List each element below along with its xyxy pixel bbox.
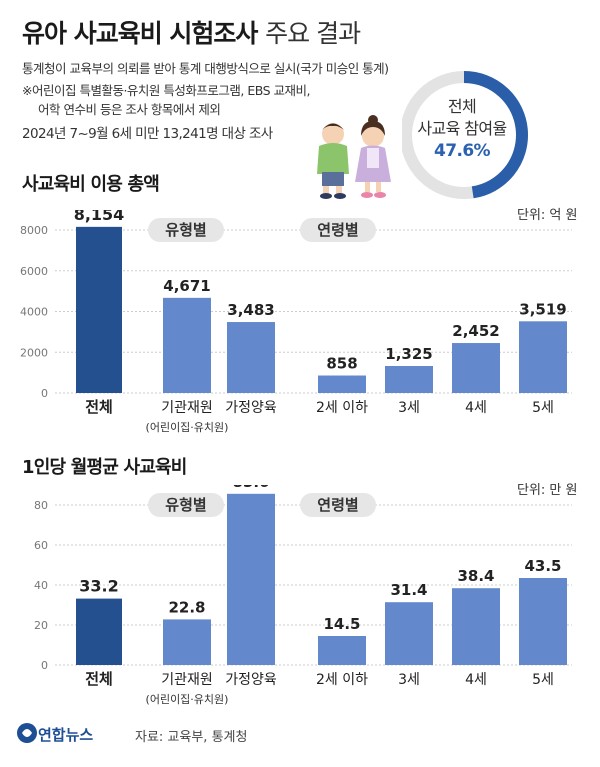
value-label: 2,452	[452, 322, 499, 340]
category-label: 전체	[85, 398, 113, 416]
group-label-pill	[300, 218, 376, 242]
children-illustration	[317, 115, 391, 199]
category-label: 4세	[465, 672, 487, 688]
value-label: 38.4	[457, 567, 494, 585]
note-line-2: ※어린이집 특별활동·유치원 특성화프로그램, EBS 교재비,	[22, 83, 310, 98]
group-label: 연령별	[317, 221, 358, 239]
category-label: 5세	[532, 672, 554, 688]
group-label: 연령별	[317, 496, 358, 514]
chart-total-spending: 0 2000 4000 6000 8000 유형별 연령별 8,154 전체 4,671 기관재원 (…	[20, 210, 572, 434]
donut-value-arc	[463, 71, 528, 199]
y-tick-label: 80	[34, 499, 48, 512]
girl-hair	[361, 121, 385, 136]
value-label: 1,325	[385, 345, 432, 363]
value-label: 43.5	[524, 557, 561, 575]
girl-head	[362, 125, 384, 147]
y-tick-label: 4000	[20, 306, 48, 319]
bar	[519, 578, 567, 665]
y-tick-label: 2000	[20, 346, 48, 359]
chart-monthly-per-capita: 0 20 40 60 80 유형별 연령별 33.2 전체 22.8 기관재원 (어린이집·유치원) 8…	[34, 485, 572, 706]
category-label: 2세 이하	[316, 400, 368, 416]
note-line-1: 통계청이 교육부의 의뢰를 받아 통계 대행방식으로 실시(국가 미승인 통계)	[22, 61, 389, 76]
bar	[76, 598, 122, 665]
value-label: 14.5	[323, 615, 360, 633]
note-line-3: 어학 연수비 등은 조사 항목에서 제외	[38, 102, 221, 117]
bar	[519, 321, 567, 393]
group-label: 유형별	[165, 221, 206, 239]
chart2-unit: 단위: 만 원	[517, 483, 578, 498]
bar	[385, 366, 433, 393]
y-tick-label: 6000	[20, 265, 48, 278]
donut-label: 전체 사교육 참여율 47.6%	[407, 96, 517, 162]
title-sub: 주요 결과	[265, 19, 361, 48]
bar	[452, 343, 500, 393]
category-sublabel: (어린이집·유치원)	[146, 421, 229, 434]
group-label: 유형별	[165, 496, 206, 514]
chart1-unit: 단위: 억 원	[517, 208, 578, 223]
category-label: 2세 이하	[316, 672, 368, 688]
group-label-pill	[148, 493, 224, 517]
value-label: 22.8	[168, 598, 205, 616]
boy-pants	[322, 172, 344, 186]
survey-period: 2024년 7~9월 6세 미만 13,241명 대상 조사	[22, 126, 273, 142]
category-label: 기관재원	[161, 672, 213, 688]
bar	[76, 226, 122, 393]
category-label: 5세	[532, 400, 554, 416]
value-label: 3,519	[519, 300, 566, 318]
bar	[163, 619, 211, 665]
y-tick-label: 8000	[20, 224, 48, 237]
category-label: 4세	[465, 400, 487, 416]
y-tick-label: 0	[41, 387, 48, 400]
category-sublabel: (어린이집·유치원)	[146, 693, 229, 706]
category-label: 전체	[85, 670, 113, 688]
value-label: 858	[326, 355, 357, 373]
donut-value: 47.6%	[434, 141, 491, 161]
group-label-pill	[148, 218, 224, 242]
y-tick-label: 0	[41, 659, 48, 672]
y-tick-label: 20	[34, 619, 48, 632]
category-label: 3세	[398, 672, 420, 688]
yonhap-logo-icon	[17, 723, 37, 743]
title-main: 유아 사교육비 시험조사	[22, 19, 258, 48]
bar	[452, 588, 500, 665]
y-tick-label: 40	[34, 579, 48, 592]
category-label: 3세	[398, 400, 420, 416]
value-label: 31.4	[390, 581, 427, 599]
bar	[318, 636, 366, 665]
bar	[385, 602, 433, 665]
boy-hair	[322, 123, 344, 130]
value-label: 33.2	[79, 577, 118, 596]
chart1-title: 사교육비 이용 총액	[22, 174, 160, 195]
source: 자료: 교육부, 통계청	[135, 730, 248, 745]
participation-donut	[402, 71, 528, 199]
y-tick-label: 60	[34, 539, 48, 552]
value-label: 4,671	[163, 277, 210, 295]
bar	[318, 375, 366, 393]
category-label: 가정양육	[225, 400, 277, 416]
boy-shirt	[317, 143, 349, 174]
value-label: 85.6	[232, 485, 269, 491]
boy-head	[322, 123, 344, 145]
value-label: 8,154	[74, 210, 125, 224]
bar	[163, 297, 211, 393]
value-label: 3,483	[227, 301, 274, 319]
group-label-pill	[300, 493, 376, 517]
chart2-title: 1인당 월평균 사교육비	[22, 457, 187, 478]
category-label: 가정양육	[225, 672, 277, 688]
donut-label-line1: 전체	[447, 97, 477, 116]
bar	[227, 322, 275, 393]
donut-label-line2: 사교육 참여율	[417, 119, 507, 138]
category-label: 기관재원	[161, 400, 213, 416]
page-title: 유아 사교육비 시험조사 주요 결과	[22, 14, 361, 50]
yonhap-logo-text: 연합뉴스	[38, 726, 94, 744]
bar	[227, 493, 275, 665]
